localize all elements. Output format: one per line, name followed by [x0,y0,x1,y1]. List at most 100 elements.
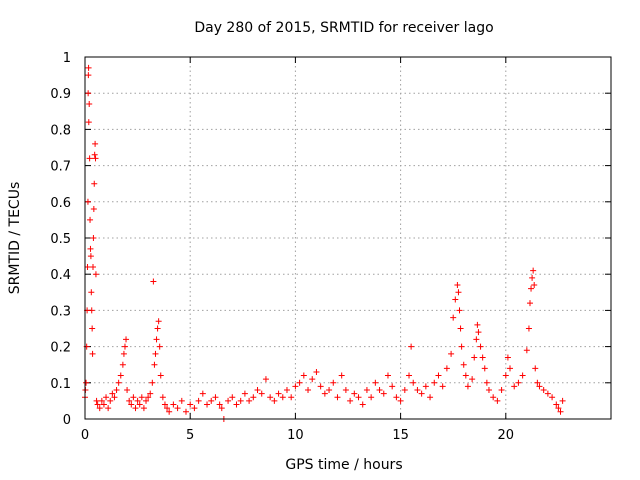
data-point [454,282,461,289]
data-point [401,387,408,394]
data-point [330,379,337,386]
data-point [494,397,501,404]
data-point [450,314,457,321]
data-point [124,387,131,394]
data-point [103,394,110,401]
x-tick-label: 15 [392,428,409,443]
data-point [469,376,476,383]
x-tick-label: 0 [81,428,89,443]
data-point [300,372,307,379]
data-point [121,343,128,350]
data-point [107,397,114,404]
data-point [338,372,345,379]
data-point [117,372,124,379]
data-point [100,401,107,408]
data-point [128,401,135,408]
data-point [410,379,417,386]
data-point [384,372,391,379]
data-point [88,289,95,296]
data-point [422,383,429,390]
data-point [532,365,539,372]
data-point [389,383,396,390]
data-point [94,401,101,408]
data-point [529,274,536,281]
data-point [372,379,379,386]
y-axis-label: SRMTID / TECUs [7,182,23,295]
data-point [98,397,105,404]
y-tick-label: 0.9 [50,87,71,102]
data-point [504,354,511,361]
data-point [464,383,471,390]
data-point [393,394,400,401]
data-point [115,379,122,386]
data-point [408,343,415,350]
data-point [150,278,157,285]
data-point [87,216,94,223]
data-point [156,343,163,350]
data-point [86,155,93,162]
data-point [334,394,341,401]
data-point [347,397,354,404]
data-point [457,325,464,332]
tick-labels: 0 5 10 15 20 0 0.1 0.2 0.3 0.4 0.5 0.6 0.7 0.8 0.9 1 [50,51,514,443]
data-point [258,390,265,397]
y-tick-label: 0.5 [50,232,71,247]
data-point [113,387,120,394]
data-point [397,397,404,404]
axis-ticks [84,56,611,420]
data-point [151,361,158,368]
data-point [91,151,98,158]
data-point [109,390,116,397]
data-point [471,354,478,361]
data-point [89,263,96,270]
data-point [540,387,547,394]
data-point [130,394,137,401]
data-point [483,379,490,386]
data-point [288,394,295,401]
data-point [143,397,150,404]
x-axis-label: GPS time / hours [285,457,402,473]
data-point [246,397,253,404]
data-point [479,354,486,361]
data-point [90,235,97,241]
data-point [154,325,161,332]
data-point [275,390,282,397]
data-point [233,401,240,408]
plot-frame [84,56,612,420]
data-point [309,376,316,383]
data-point [507,365,514,372]
data-point [525,325,532,332]
data-point [526,300,533,307]
data-point [149,379,156,386]
data-point [199,390,206,397]
data-point [443,365,450,372]
data-point [359,401,366,408]
data-point [555,405,562,412]
data-point [164,405,171,412]
data-point [283,387,290,394]
data-point [475,329,482,336]
data-point [557,408,564,415]
chart-title: Day 280 of 2015, SRMTID for receiver lag… [194,20,493,36]
data-point [485,387,492,394]
data-point [111,394,118,401]
data-point [313,368,320,375]
x-tick-label: 10 [287,428,304,443]
x-tick-label: 20 [498,428,515,443]
data-point [262,376,269,383]
data-point [88,307,95,314]
y-tick-label: 0.7 [50,160,71,175]
grid-lines [85,57,611,419]
data-point [187,401,194,408]
data-point [241,390,248,397]
data-point [458,343,465,350]
data-point [93,397,100,404]
data-point [87,245,94,252]
data-point [126,397,133,404]
data-point [536,383,543,390]
data-point [530,267,537,274]
data-point [455,289,462,296]
data-point [250,394,257,401]
data-point [208,397,215,404]
